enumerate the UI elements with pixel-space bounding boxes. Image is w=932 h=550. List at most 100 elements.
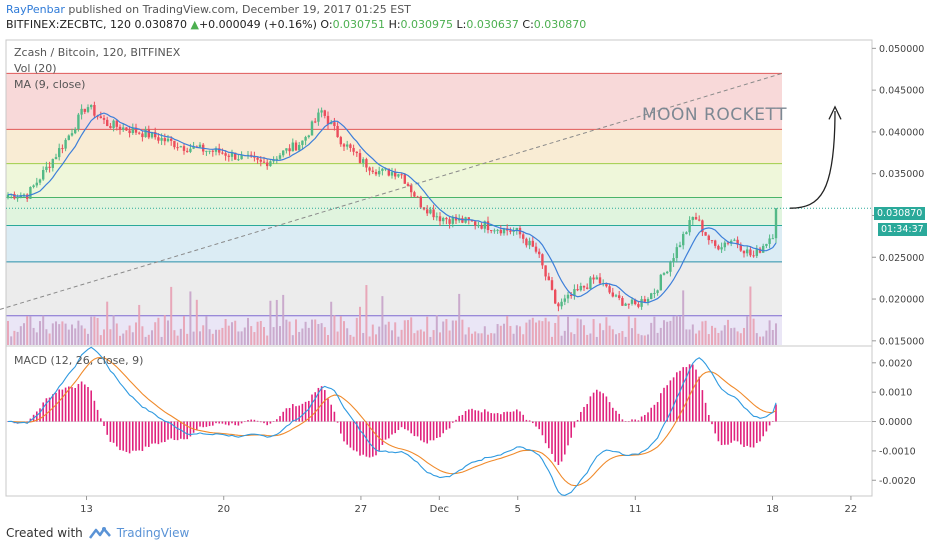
- volume-bar: [775, 323, 777, 345]
- candle-body: [480, 225, 483, 229]
- candle-body: [358, 153, 362, 163]
- candle-body: [221, 152, 224, 154]
- macd-histogram-bar: [445, 421, 448, 430]
- candle-body: [669, 262, 672, 272]
- candle-body: [38, 179, 42, 183]
- volume-bar: [611, 329, 614, 345]
- macd-histogram-bar: [93, 400, 96, 422]
- candle-body: [736, 239, 739, 245]
- volume-bar: [730, 328, 733, 345]
- candle-body: [550, 280, 554, 290]
- volume-bar: [538, 320, 541, 345]
- volume-bar: [656, 332, 659, 345]
- macd-histogram-bar: [551, 421, 553, 454]
- chart-area[interactable]: 0.0500000.0450000.0400000.0350000.030000…: [0, 36, 932, 522]
- macd-histogram-bar: [612, 407, 614, 422]
- macd-histogram-bar: [372, 421, 374, 457]
- trendline: [0, 72, 783, 310]
- volume-bar: [464, 334, 467, 345]
- macd-histogram-bar: [436, 421, 438, 438]
- candle-body: [496, 229, 499, 231]
- volume-bar: [176, 335, 179, 345]
- macd-histogram-bar: [634, 419, 636, 422]
- macd-histogram-bar: [247, 420, 249, 422]
- volume-bar: [442, 321, 445, 345]
- volume-bar: [151, 330, 153, 345]
- author-link[interactable]: RayPenbar: [6, 3, 65, 16]
- volume-bar: [215, 329, 217, 345]
- candle-body: [742, 250, 746, 254]
- volume-bar: [378, 326, 381, 345]
- volume-bar: [531, 317, 534, 345]
- candle-body: [582, 285, 586, 288]
- candle-body: [16, 197, 19, 199]
- macd-histogram-bar: [711, 421, 713, 425]
- candle-body: [269, 161, 272, 167]
- candle-body: [682, 234, 685, 246]
- candle-body: [595, 277, 598, 280]
- macd-histogram-bar: [170, 421, 172, 439]
- volume-bar: [35, 332, 38, 345]
- volume-bar: [666, 321, 669, 345]
- macd-histogram-bar: [404, 421, 406, 430]
- macd-histogram-bar: [429, 421, 432, 441]
- candle-body: [733, 239, 736, 241]
- macd-histogram-bar: [644, 414, 646, 422]
- candle-body: [208, 150, 211, 152]
- volume-bar: [195, 299, 198, 345]
- volume-bar: [51, 323, 54, 345]
- candle-body: [29, 187, 32, 199]
- volume-bar: [429, 336, 432, 345]
- macd-histogram-bar: [464, 411, 467, 422]
- macd-histogram-bar: [749, 421, 752, 448]
- macd-histogram-bar: [202, 421, 204, 428]
- macd-histogram-bar: [141, 421, 144, 451]
- macd-histogram-bar: [215, 421, 217, 424]
- macd-histogram-bar: [74, 387, 76, 422]
- volume-bar: [71, 324, 73, 345]
- price-chart[interactable]: 0.0500000.0450000.0400000.0350000.030000…: [0, 36, 932, 522]
- volume-bar: [352, 336, 355, 345]
- volume-bar: [551, 336, 553, 345]
- open-value: 0.030751: [332, 18, 386, 31]
- volume-bar: [240, 331, 243, 345]
- volume-bar: [61, 321, 64, 345]
- candle-body: [160, 138, 163, 141]
- volume-bar: [183, 316, 185, 345]
- macd-histogram-bar: [586, 404, 588, 422]
- candle-body: [122, 127, 125, 130]
- y-tick-label: 0.045000: [879, 86, 924, 97]
- candle-body: [106, 119, 109, 127]
- volume-bar: [10, 336, 13, 345]
- macd-histogram-bar: [160, 421, 163, 443]
- candle-body: [6, 194, 10, 199]
- macd-histogram-bar: [218, 421, 220, 424]
- volume-bar: [467, 327, 470, 345]
- macd-histogram-bar: [740, 421, 742, 445]
- candle-body: [534, 246, 538, 252]
- candle-body: [579, 285, 582, 291]
- candle-body: [714, 240, 717, 246]
- macd-histogram-bar: [708, 414, 710, 422]
- tradingview-brand[interactable]: TradingView: [116, 526, 190, 540]
- volume-bar: [163, 315, 166, 345]
- candle-body: [266, 162, 269, 167]
- volume-bar: [362, 332, 365, 345]
- candle-body: [170, 138, 173, 141]
- macd-histogram-bar: [212, 421, 214, 426]
- macd-histogram-bar: [221, 421, 224, 424]
- candle-body: [166, 138, 170, 142]
- volume-bar: [23, 323, 25, 345]
- candle-body: [67, 135, 70, 140]
- macd-signal-line: [8, 356, 777, 487]
- macd-histogram-bar: [138, 421, 140, 451]
- x-tick-label: 13: [80, 504, 93, 515]
- volume-bar: [39, 321, 41, 345]
- volume-bar: [672, 316, 675, 345]
- volume-bar: [659, 327, 662, 345]
- macd-line: [7, 346, 777, 496]
- candle-body: [515, 227, 518, 231]
- macd-histogram-bar: [154, 421, 156, 444]
- volume-bar: [512, 333, 515, 345]
- macd-histogram-bar: [330, 404, 332, 422]
